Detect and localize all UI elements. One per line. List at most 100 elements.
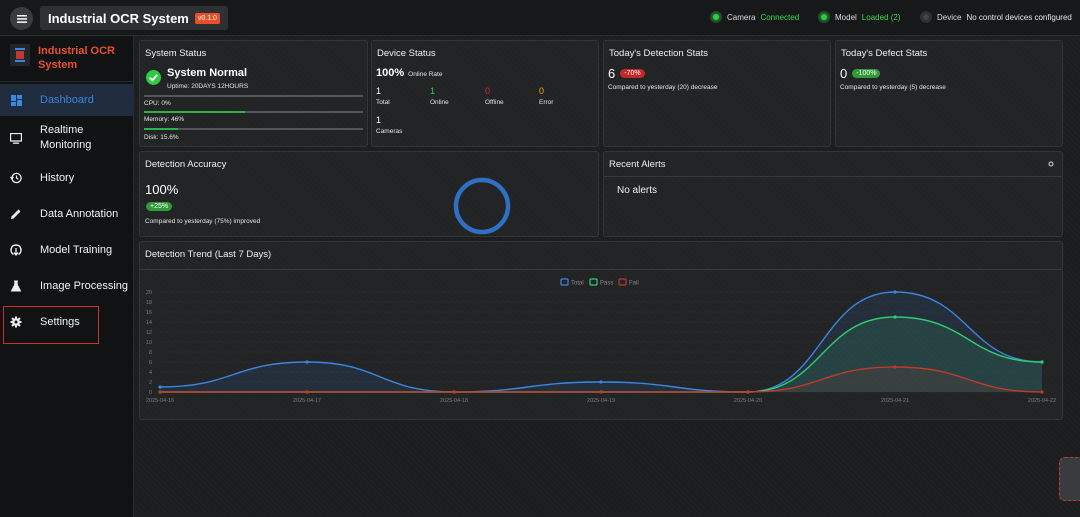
camera-status-dot-icon — [710, 11, 722, 23]
data-point-total — [599, 380, 603, 384]
legend-label-total: Total — [571, 281, 584, 287]
dashboard-icon — [8, 92, 24, 108]
menu-button[interactable] — [10, 7, 33, 30]
model-status-dot-icon — [818, 11, 830, 23]
sidebar-item-label: Image Processing — [40, 280, 129, 292]
x-tick-label: 2025-04-20 — [734, 398, 762, 404]
divider — [140, 269, 1062, 270]
model-status-label: Model — [835, 12, 857, 22]
legend-swatch-fail — [618, 278, 627, 286]
defect-value-row: 0 -100% — [840, 66, 881, 81]
online-rate-value: 100% — [376, 67, 405, 79]
floating-action-button[interactable] — [1059, 457, 1080, 501]
app-title-box: Industrial OCR System v0.1.0 — [40, 6, 228, 30]
sidebar-item-settings[interactable]: Settings — [0, 312, 134, 332]
model-status: Model Loaded (2) — [818, 11, 901, 23]
offline-label: Offline — [485, 99, 504, 106]
y-tick-label: 20 — [146, 290, 152, 296]
gear-icon — [8, 314, 24, 330]
device-status-title: Device Status — [377, 48, 436, 59]
sidebar-item-label: Data Annotation — [40, 208, 119, 220]
disk-bar-fill — [144, 128, 179, 130]
device-status-value: No control devices configured — [966, 12, 1072, 22]
data-point-fail — [305, 390, 309, 394]
alerts-settings-icon[interactable] — [1048, 161, 1054, 167]
y-tick-label: 14 — [146, 320, 152, 326]
sidebar-item-realtime-monitoring[interactable]: Realtime Monitoring — [0, 122, 134, 154]
detection-value-row: 6 -70% — [608, 66, 645, 81]
sidebar-item-label: Model Training — [40, 244, 113, 256]
cameras-value: 1 — [376, 115, 382, 125]
check-circle-icon — [146, 70, 161, 85]
data-point-total — [305, 360, 309, 364]
detection-note: Compared to yesterday (20) decrease — [608, 84, 718, 91]
sidebar-item-label: History — [40, 172, 75, 184]
trend-title: Detection Trend (Last 7 Days) — [145, 249, 272, 260]
camera-status: Camera Connected — [710, 11, 799, 23]
camera-status-label: Camera — [727, 12, 756, 22]
error-value: 0 — [539, 86, 545, 96]
sidebar-item-model-training[interactable]: Model Training — [0, 240, 134, 260]
monitor-icon — [8, 130, 24, 146]
system-status-title: System Status — [145, 48, 207, 59]
data-point-fail — [599, 390, 603, 394]
camera-status-value: Connected — [760, 12, 800, 22]
data-point-fail — [893, 365, 897, 369]
sidebar-item-data-annotation[interactable]: Data Annotation — [0, 204, 134, 224]
defect-note: Compared to yesterday (5) decrease — [840, 84, 946, 91]
series-area-pass — [160, 317, 1042, 392]
device-status-label: Device — [937, 12, 962, 22]
cpu-label: CPU: 0% — [144, 100, 171, 107]
legend-label-pass: Pass — [600, 281, 613, 287]
data-point-fail — [746, 390, 750, 394]
disk-bar-track — [144, 128, 363, 130]
y-tick-label: 10 — [146, 340, 152, 346]
defect-stats-card: Today's Defect Stats 0 -100% Compared to… — [835, 40, 1063, 147]
accuracy-ring — [453, 177, 511, 235]
trend-card: Detection Trend (Last 7 Days) 0 2 4 6 8 10 12 1… — [139, 241, 1063, 420]
pencil-icon — [8, 206, 24, 222]
sidebar: Industrial OCR System Dashboard Realtime… — [0, 36, 134, 517]
y-tick-label: 18 — [146, 300, 152, 306]
legend-swatch-pass — [589, 278, 598, 286]
x-tick-label: 2025-04-21 — [881, 398, 909, 404]
data-point-fail — [158, 390, 162, 394]
y-tick-label: 4 — [149, 370, 152, 376]
y-tick-label: 8 — [149, 350, 152, 356]
system-state: System Normal — [167, 67, 248, 79]
data-point-pass — [893, 315, 897, 319]
uptime: Uptime: 20DAYS 12HOURS — [167, 83, 249, 90]
system-status-card: System Status System Normal Uptime: 20DA… — [139, 40, 368, 147]
sidebar-item-history[interactable]: History — [0, 168, 134, 188]
data-point-total — [893, 290, 897, 294]
y-tick-label: 12 — [146, 330, 152, 336]
error-label: Error — [539, 99, 554, 106]
logo-icon — [10, 44, 30, 66]
memory-bar-fill — [144, 111, 245, 113]
flask-icon — [8, 278, 24, 294]
app-title: Industrial OCR System — [48, 10, 189, 26]
legend-label-fail: Fail — [629, 281, 639, 287]
x-tick-label: 2025-04-22 — [1028, 398, 1056, 404]
alerts-empty-text: No alerts — [617, 185, 658, 196]
online-label: Online — [430, 99, 449, 106]
trend-chart: 0 2 4 6 8 10 12 14 16 18 20 2025-04-16 2025-04-17 202… — [146, 278, 1056, 404]
accuracy-ring-fill — [453, 177, 511, 235]
accuracy-value: 100% — [145, 182, 179, 197]
version-badge: v0.1.0 — [194, 12, 220, 24]
data-point-fail — [452, 390, 456, 394]
x-tick-label: 2025-04-16 — [146, 398, 174, 404]
sidebar-item-dashboard[interactable]: Dashboard — [0, 84, 134, 116]
defect-stats-title: Today's Defect Stats — [841, 48, 928, 59]
sidebar-item-image-processing[interactable]: Image Processing — [0, 276, 134, 296]
training-icon — [8, 242, 24, 258]
detection-change-badge: -70% — [620, 69, 645, 78]
alerts-title: Recent Alerts — [609, 159, 666, 170]
sidebar-item-label: Settings — [40, 316, 80, 328]
online-rate-row: 100% Online Rate — [376, 67, 442, 79]
accuracy-card: Detection Accuracy 100% +25% Compared to… — [139, 151, 599, 237]
cameras-label: Cameras — [376, 128, 403, 135]
data-point-total — [158, 385, 162, 389]
hamburger-icon — [16, 14, 27, 23]
device-status-dot-icon — [920, 11, 932, 23]
